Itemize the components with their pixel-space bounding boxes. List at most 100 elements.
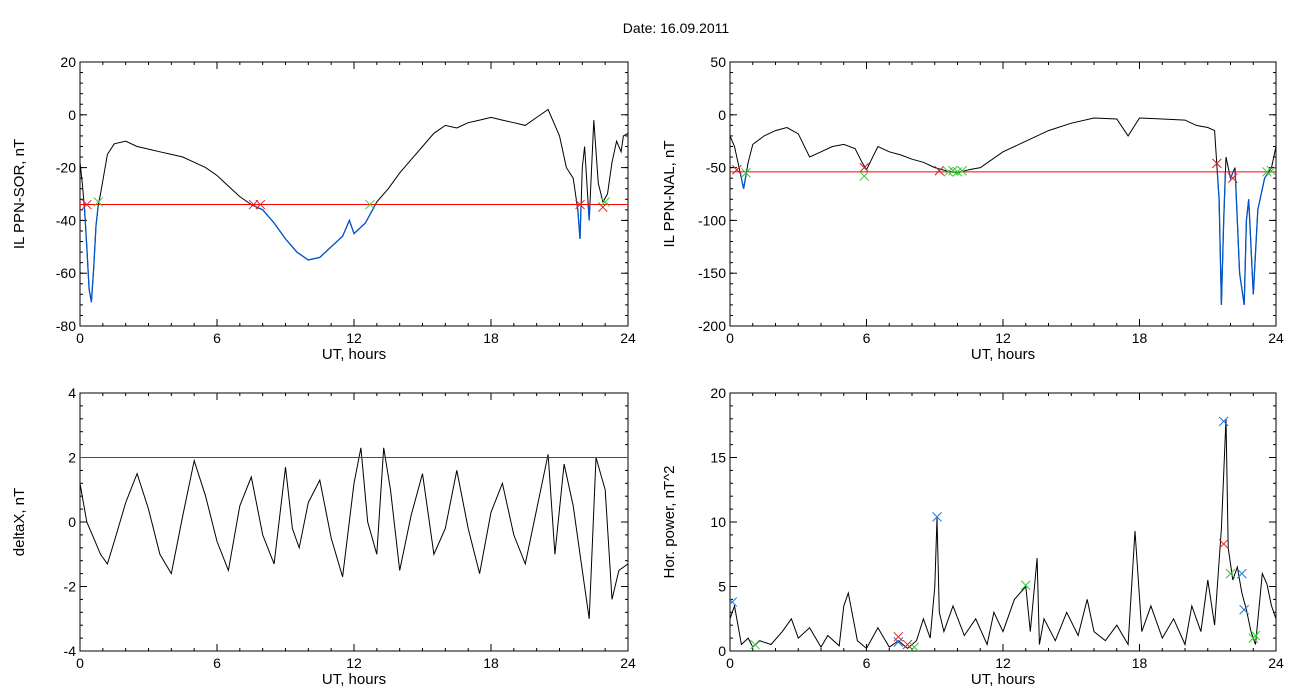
y-axis-label: Hor. power, nT^2 xyxy=(661,466,678,579)
y-tick-label: 20 xyxy=(710,385,726,401)
marker-red xyxy=(255,199,266,210)
y-tick-label: -150 xyxy=(698,265,726,281)
x-tick-label: 12 xyxy=(995,655,1011,671)
page-title: Date: 16.09.2011 xyxy=(622,20,730,36)
x-tick-label: 24 xyxy=(620,655,636,671)
x-tick-label: 0 xyxy=(76,655,84,671)
series-line xyxy=(80,108,628,303)
y-tick-label: -40 xyxy=(56,212,76,228)
x-tick-label: 18 xyxy=(1132,655,1148,671)
chart-panel-sor: 0 6 12 18 24 20 0 -20 -40 -60 -80 UT, hours IL PPN-S… xyxy=(11,54,636,363)
data-layer xyxy=(730,416,1276,651)
plot-frame xyxy=(79,61,629,327)
marker-blue xyxy=(932,511,942,522)
marker-green xyxy=(1250,630,1261,641)
marker-red xyxy=(598,202,608,213)
y-tick-label: 15 xyxy=(710,450,726,466)
x-axis-label: UT, hours xyxy=(322,346,386,363)
marker-red xyxy=(859,162,870,173)
y-tick-label: -60 xyxy=(56,265,76,281)
y-tick-label: 50 xyxy=(710,54,726,70)
y-tick-label: 0 xyxy=(718,107,726,123)
y-axis-label: IL PPN-SOR, nT xyxy=(11,139,28,249)
y-tick-label: 0 xyxy=(718,643,726,659)
marker-red xyxy=(731,164,742,175)
marker-red xyxy=(1227,173,1238,184)
marker-red xyxy=(1211,158,1222,169)
below-threshold-segment xyxy=(576,204,582,239)
data-layer xyxy=(80,447,628,619)
x-tick-label: 0 xyxy=(726,330,734,346)
marker-green xyxy=(1225,568,1236,579)
y-tick-label: -200 xyxy=(698,318,726,334)
marker-red xyxy=(248,199,259,210)
data-layer xyxy=(80,108,628,303)
marker-blue xyxy=(893,637,904,647)
marker-green xyxy=(909,642,920,651)
x-tick-label: 0 xyxy=(76,330,84,346)
x-axis-label: UT, hours xyxy=(322,671,386,688)
y-tick-label: -20 xyxy=(56,160,76,176)
below-threshold-segment xyxy=(1228,171,1234,181)
below-threshold-segment xyxy=(739,171,748,189)
series-line xyxy=(730,117,1276,305)
x-tick-label: 12 xyxy=(346,330,362,346)
x-tick-label: 6 xyxy=(213,330,221,346)
series-line xyxy=(730,418,1276,650)
x-tick-label: 0 xyxy=(726,655,734,671)
plot-frame xyxy=(729,61,1277,327)
marker-blue xyxy=(1218,416,1229,427)
marker-green xyxy=(600,197,611,207)
x-tick-label: 12 xyxy=(995,330,1011,346)
y-tick-label: 4 xyxy=(68,385,76,401)
y-tick-label: 10 xyxy=(710,514,726,530)
series-line xyxy=(80,447,628,619)
marker-blue xyxy=(1239,604,1250,615)
y-axis-label: IL PPN-NAL, nT xyxy=(661,141,678,248)
marker-green xyxy=(859,171,870,181)
data-layer xyxy=(730,117,1276,305)
marker-green xyxy=(1266,165,1276,176)
marker-red xyxy=(81,199,92,210)
chart-panel-nal: 0 6 12 18 24 50 0 -50 -100 -150 -200 UT, hours IL PP… xyxy=(661,54,1284,363)
x-tick-label: 6 xyxy=(863,655,871,671)
x-axis-label: UT, hours xyxy=(971,671,1035,688)
chart-panel-power: 0 6 12 18 24 20 15 10 5 0 UT, hours Hor. power, nT^… xyxy=(661,385,1284,688)
y-tick-label: -100 xyxy=(698,212,726,228)
x-tick-label: 6 xyxy=(213,655,221,671)
marker-green xyxy=(1020,580,1031,591)
marker-green xyxy=(750,639,760,650)
plot-frame xyxy=(79,392,629,652)
x-tick-label: 24 xyxy=(620,330,636,346)
x-tick-label: 18 xyxy=(1132,330,1148,346)
marker-green xyxy=(957,165,967,176)
y-tick-label: 20 xyxy=(60,54,76,70)
below-threshold-segment xyxy=(1216,171,1227,305)
below-threshold-segment xyxy=(1234,171,1270,305)
marker-red xyxy=(575,199,585,210)
x-tick-label: 24 xyxy=(1268,655,1284,671)
below-threshold-segment xyxy=(587,204,591,221)
marker-green xyxy=(365,199,375,210)
x-tick-label: 18 xyxy=(483,330,499,346)
y-tick-label: 2 xyxy=(68,450,76,466)
y-tick-label: -80 xyxy=(56,318,76,334)
y-tick-label: -2 xyxy=(64,579,77,595)
marker-blue xyxy=(1237,568,1247,579)
marker-green xyxy=(93,197,104,207)
marker-blue xyxy=(730,597,738,607)
marker-red xyxy=(1218,539,1229,549)
y-tick-label: 0 xyxy=(68,107,76,123)
y-tick-label: 0 xyxy=(68,514,76,530)
y-tick-label: -50 xyxy=(706,160,726,176)
marker-red xyxy=(902,639,913,650)
below-threshold-segment xyxy=(251,204,376,261)
y-axis-label: deltaX, nT xyxy=(11,488,28,556)
below-threshold-segment xyxy=(83,204,99,303)
x-tick-label: 24 xyxy=(1268,330,1284,346)
marker-green xyxy=(741,168,751,178)
x-tick-label: 18 xyxy=(483,655,499,671)
chart-panel-deltax: 0 6 12 18 24 4 2 0 -2 -4 UT, hours deltaX, nT xyxy=(11,385,636,688)
x-tick-label: 6 xyxy=(863,330,871,346)
